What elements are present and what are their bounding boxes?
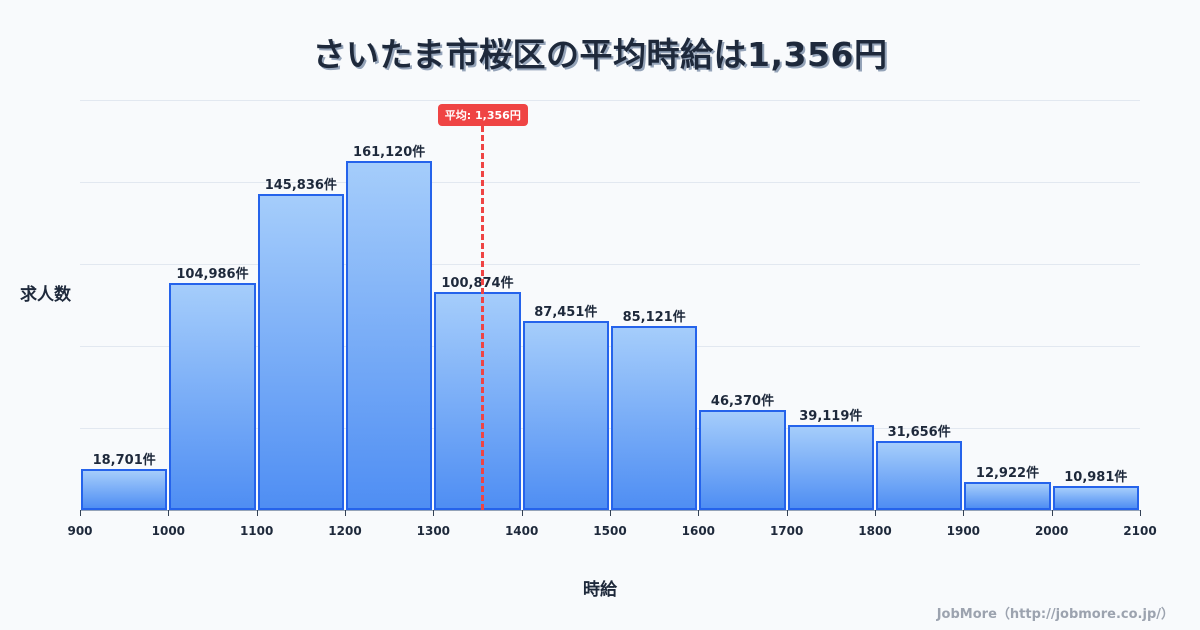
- x-axis-label: 時給: [583, 580, 617, 600]
- bar-value-label: 100,874件: [441, 275, 514, 291]
- histogram-bar: [346, 161, 433, 510]
- histogram-bar: [169, 282, 256, 510]
- bar-value-label: 46,370件: [710, 393, 775, 409]
- x-tick-label: 1100: [239, 524, 274, 538]
- bar-value-label: 31,656件: [887, 425, 951, 441]
- histogram-bar: [81, 469, 168, 510]
- bar-value-label: 161,120件: [353, 145, 426, 161]
- histogram-bar: [964, 482, 1051, 510]
- x-tick: [345, 510, 346, 516]
- bar-value-label: 39,119件: [799, 409, 863, 425]
- histogram-bar: [699, 409, 786, 510]
- histogram-bar: [522, 320, 609, 510]
- bar-value-label: 10,981件: [1064, 470, 1128, 486]
- x-tick: [698, 510, 700, 516]
- x-tick: [433, 510, 435, 516]
- x-tick-label: 1800: [858, 524, 892, 538]
- histogram-bar: [434, 291, 521, 510]
- x-tick-label: 1000: [151, 524, 186, 538]
- bar-value-label: 87,451件: [534, 304, 598, 320]
- bar-value-label: 18,701件: [92, 453, 156, 469]
- x-tick: [610, 510, 611, 516]
- x-tick: [168, 510, 170, 516]
- gridline: [80, 182, 1140, 183]
- source-credit: JobMore（http://jobmore.co.jp/）: [936, 607, 1174, 622]
- mean-badge: 平均: 1,356円: [437, 104, 528, 126]
- histogram-bar: [1052, 486, 1139, 510]
- x-tick-label: 2100: [1123, 524, 1157, 538]
- x-tick-label: 1200: [328, 524, 362, 538]
- x-tick-label: 1400: [504, 524, 539, 538]
- chart-title: さいたま市桜区の平均時給は1,356円: [312, 35, 888, 74]
- x-tick-label: 900: [67, 524, 93, 538]
- x-tick: [256, 510, 258, 516]
- histogram-plot-area: 18,701件 104,986件 145,836件 161,120件 100,874件 8…: [67, 100, 1157, 538]
- gridline: [80, 100, 1140, 101]
- gridline: [80, 428, 1140, 429]
- mean-line: [481, 126, 485, 510]
- x-tick: [1140, 510, 1141, 516]
- bar-value-label: 85,121件: [622, 309, 686, 325]
- histogram-bar: [787, 425, 874, 510]
- x-tick: [1051, 510, 1053, 516]
- histogram-bar: [257, 194, 344, 510]
- x-tick-label: 1600: [681, 524, 716, 538]
- x-tick-label: 1900: [946, 524, 981, 538]
- x-tick: [786, 510, 788, 516]
- histogram-bar: [876, 441, 963, 510]
- y-axis-label: 求人数: [20, 285, 71, 305]
- bar-value-label: 104,986件: [176, 266, 249, 282]
- bar-value-label: 12,922件: [975, 466, 1040, 481]
- histogram-bar: [611, 325, 698, 510]
- gridline: [80, 264, 1140, 265]
- x-tick: [875, 510, 876, 516]
- x-tick-label: 1500: [593, 524, 627, 538]
- x-tick-label: 1300: [416, 524, 451, 538]
- x-tick-label: 2000: [1034, 524, 1069, 538]
- bar-value-label: 145,836件: [264, 178, 337, 194]
- gridline: [80, 346, 1140, 347]
- x-tick-label: 1700: [769, 524, 804, 538]
- x-tick: [80, 510, 81, 516]
- x-tick: [521, 510, 523, 516]
- x-tick: [963, 510, 965, 516]
